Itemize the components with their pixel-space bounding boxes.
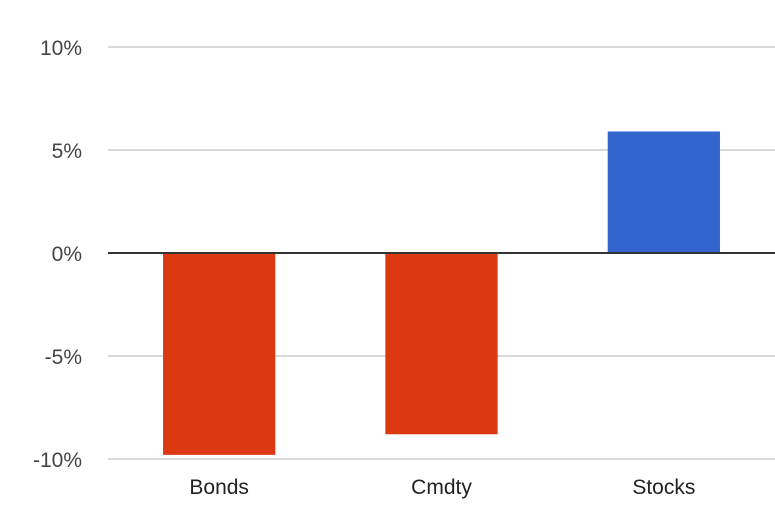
category-label-stocks: Stocks [632,476,695,499]
y-tick-label: 0% [52,243,82,266]
bar-stocks [607,131,720,253]
x-axis-categories: Bonds Cmdty Stocks [189,476,695,499]
y-tick-label: -5% [45,346,82,369]
category-label-cmdty: Cmdty [411,476,472,499]
y-axis-ticks: 10% 5% 0% -5% -10% [33,37,82,472]
y-tick-label: -10% [33,449,82,472]
bar-bonds [163,253,276,455]
category-label-bonds: Bonds [189,476,249,499]
bars [163,131,720,455]
y-tick-label: 10% [40,37,82,60]
y-tick-label: 5% [52,140,82,163]
bar-cmdty [385,253,498,435]
